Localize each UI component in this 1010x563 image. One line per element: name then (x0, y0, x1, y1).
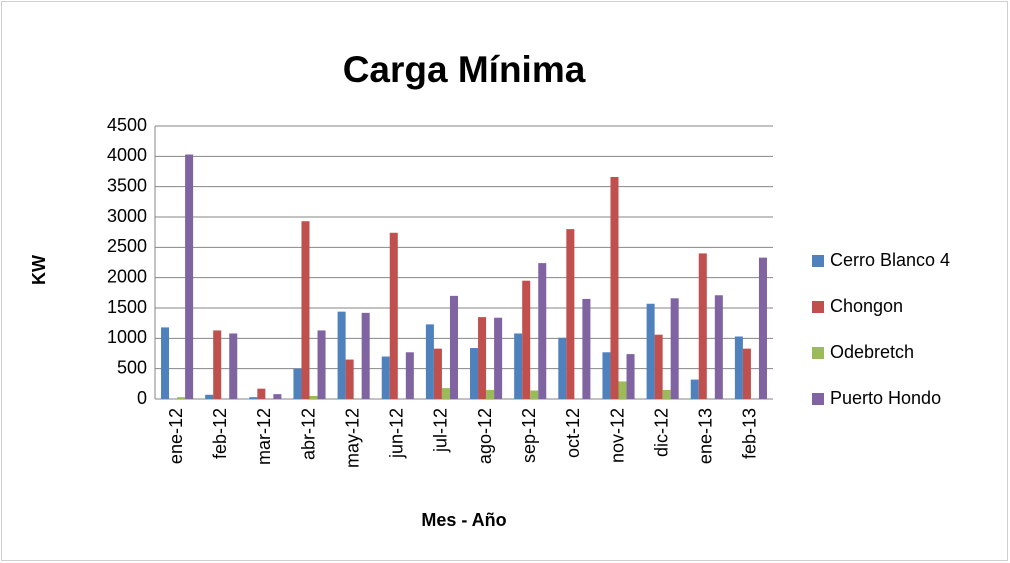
legend-swatch (812, 301, 824, 313)
y-tick-label: 4500 (107, 115, 147, 135)
bar (470, 348, 479, 399)
y-tick-label: 1500 (107, 297, 147, 317)
bar (514, 333, 523, 399)
bar (530, 390, 539, 399)
x-tick-label: ene-13 (696, 408, 716, 464)
x-tick-label: dic-12 (651, 408, 671, 457)
legend-swatch (812, 347, 824, 359)
bar (618, 381, 627, 399)
bar (486, 389, 495, 399)
bar (494, 317, 503, 399)
bar (293, 368, 302, 399)
bar (185, 154, 194, 399)
y-tick-label: 500 (117, 357, 147, 377)
x-tick-label: sep-12 (519, 408, 539, 463)
x-tick-label: nov-12 (607, 408, 627, 463)
x-tick-label: ene-12 (166, 408, 186, 464)
x-tick-label: feb-12 (210, 408, 230, 459)
x-tick-label: jul-12 (431, 408, 451, 453)
bar (177, 397, 186, 399)
bar (309, 395, 318, 399)
bar (742, 348, 751, 399)
bar (734, 336, 743, 399)
bar (449, 295, 458, 399)
y-tick-label: 3500 (107, 175, 147, 195)
x-tick-label: jun-12 (387, 408, 407, 459)
bar (582, 298, 591, 399)
bar (249, 397, 258, 399)
y-axis-label: KW (29, 255, 49, 285)
bar (213, 330, 222, 399)
chart-title: Carga Mínima (343, 49, 586, 90)
bar (662, 389, 671, 399)
bar (626, 354, 635, 399)
bar (670, 298, 679, 399)
x-tick-label: mar-12 (254, 408, 274, 465)
legend-label: Puerto Hondo (830, 388, 941, 408)
x-axis-label: Mes - Año (421, 510, 506, 530)
bar (381, 356, 390, 399)
bar (698, 253, 707, 399)
bar (389, 232, 398, 399)
y-tick-label: 4000 (107, 145, 147, 165)
legend-swatch (812, 393, 824, 405)
bar (714, 295, 723, 399)
x-tick-label: oct-12 (563, 408, 583, 458)
bar (646, 303, 655, 399)
bar (161, 327, 170, 399)
bar (205, 394, 214, 399)
bar (425, 324, 434, 399)
bar (478, 317, 487, 399)
bar (301, 221, 310, 399)
bar (433, 348, 442, 399)
bar (610, 176, 619, 399)
bar (758, 257, 767, 399)
x-tick-label: may-12 (342, 408, 362, 468)
legend-swatch (812, 255, 824, 267)
x-tick-label: abr-12 (298, 408, 318, 460)
bar (317, 330, 326, 399)
bar (654, 334, 663, 399)
bar (602, 352, 611, 399)
bar (522, 280, 531, 399)
bar (538, 263, 547, 399)
bar (337, 311, 346, 399)
bar (405, 352, 414, 399)
y-tick-label: 2500 (107, 236, 147, 256)
bar (558, 337, 567, 399)
bar (257, 388, 266, 399)
y-tick-label: 1000 (107, 327, 147, 347)
bar (441, 388, 450, 399)
y-tick-label: 2000 (107, 266, 147, 286)
bar (273, 394, 282, 399)
bar (566, 229, 575, 399)
y-tick-label: 0 (137, 388, 147, 408)
bar (229, 333, 238, 399)
x-tick-label: ago-12 (475, 408, 495, 464)
y-tick-label: 3000 (107, 206, 147, 226)
bar (690, 379, 699, 399)
legend-label: Odebretch (830, 342, 914, 362)
bar (345, 359, 354, 399)
legend-label: Cerro Blanco 4 (830, 250, 950, 270)
x-tick-label: feb-13 (740, 408, 760, 459)
legend-label: Chongon (830, 296, 903, 316)
bar (361, 312, 370, 399)
